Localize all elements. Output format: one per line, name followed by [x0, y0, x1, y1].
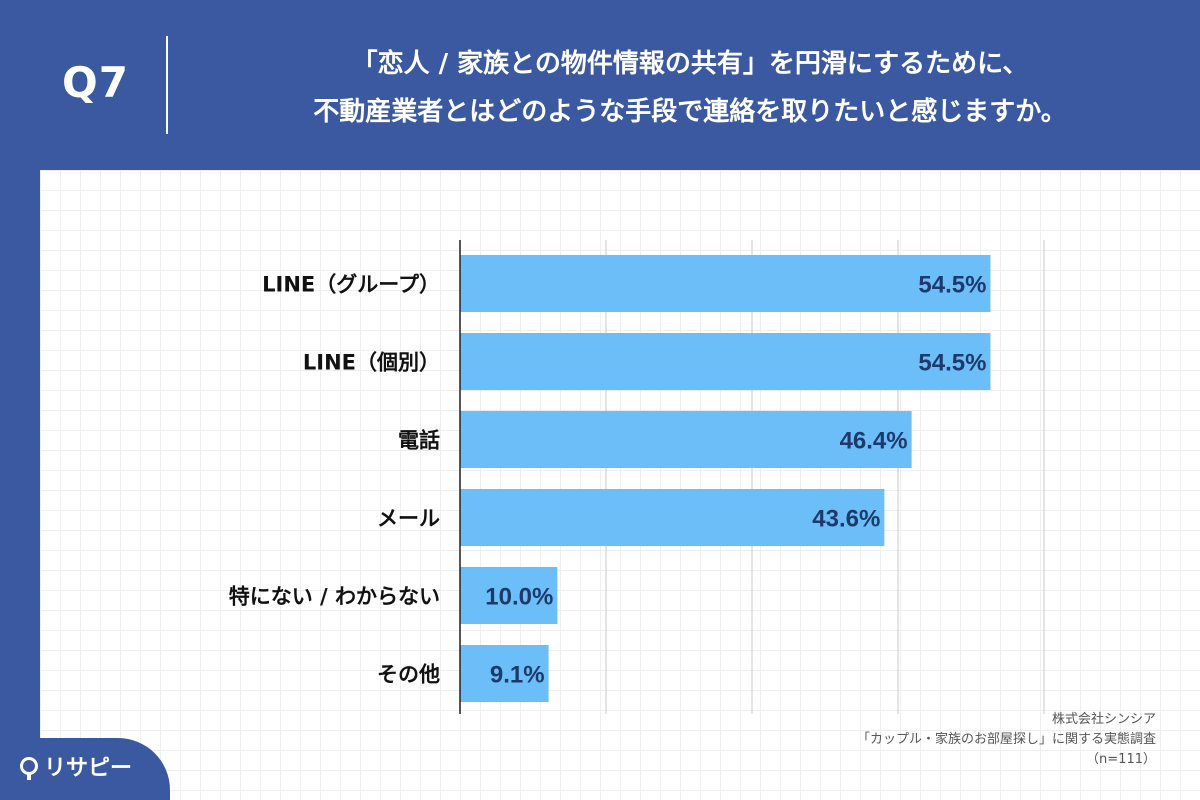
value-label: 10.0% [485, 584, 553, 611]
bar-chart: LINE（グループ） 54.5% LINE（個別） 54.5% 電話 46.4% メール 43… [229, 240, 1045, 714]
logo-text: リサピー [44, 756, 133, 781]
header-divider [166, 36, 168, 134]
category-label: 電話 [398, 429, 440, 453]
value-label: 54.5% [918, 272, 986, 299]
source-note: 株式会社シンシア 「カップル・家族のお部屋探し」に関する実態調査 （n=111） [857, 710, 1156, 770]
bar [460, 489, 885, 546]
value-label: 46.4% [840, 428, 908, 455]
category-label: LINE（グループ） [262, 273, 440, 297]
bar [460, 333, 991, 390]
pin-icon [20, 757, 38, 780]
chart-title: 「恋人 / 家族との物件情報の共有」を円滑にするために、 不動産業者とはどのよう… [200, 40, 1180, 136]
source-company: 株式会社シンシア [1051, 712, 1156, 727]
bar [460, 567, 558, 624]
category-label: LINE（個別） [303, 351, 440, 375]
value-label: 54.5% [918, 350, 986, 377]
value-label: 43.6% [812, 506, 880, 533]
header: Q7 「恋人 / 家族との物件情報の共有」を円滑にするために、 不動産業者とはど… [0, 0, 1200, 170]
source-survey: 「カップル・家族のお部屋探し」に関する実態調査 [856, 732, 1156, 747]
bar [460, 645, 549, 702]
category-label: その他 [377, 663, 440, 687]
value-label: 9.1% [490, 662, 545, 689]
title-line-2: 不動産業者とはどのような手段で連絡を取りたいと感じますか。 [313, 97, 1067, 127]
category-label: 特にない / わからない [229, 585, 440, 609]
chart-card: LINE（グループ） 54.5% LINE（個別） 54.5% 電話 46.4% メール 43… [40, 170, 1200, 800]
bar [460, 255, 991, 312]
logo: リサピー [20, 750, 132, 782]
source-sample: （n=111） [1086, 752, 1156, 767]
question-number: Q7 [62, 58, 129, 107]
title-line-1: 「恋人 / 家族との物件情報の共有」を円滑にするために、 [351, 49, 1029, 79]
category-label: メール [377, 507, 440, 531]
bar [460, 411, 912, 468]
